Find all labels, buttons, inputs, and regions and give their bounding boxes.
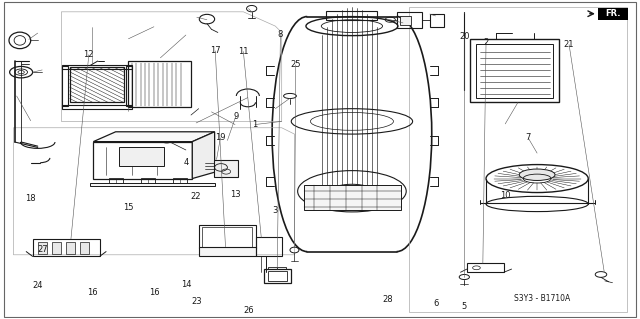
Text: 9: 9 <box>233 112 238 121</box>
Text: 15: 15 <box>123 203 134 212</box>
Text: 27: 27 <box>37 245 47 254</box>
Text: 1: 1 <box>252 120 257 129</box>
Bar <box>470 39 559 102</box>
Bar <box>598 8 628 20</box>
Bar <box>141 178 156 187</box>
Text: 5: 5 <box>461 302 467 311</box>
Text: 14: 14 <box>180 279 191 288</box>
Text: 17: 17 <box>210 46 221 56</box>
Bar <box>268 267 276 269</box>
Text: S3Y3 - B1710A: S3Y3 - B1710A <box>514 294 570 303</box>
Text: 12: 12 <box>84 50 94 59</box>
Bar <box>467 263 504 272</box>
Text: 11: 11 <box>238 47 248 56</box>
Bar <box>38 242 47 254</box>
Bar <box>80 242 89 254</box>
Text: 25: 25 <box>291 60 301 69</box>
Text: 6: 6 <box>433 299 438 308</box>
Text: 10: 10 <box>500 190 511 200</box>
Bar <box>202 226 252 247</box>
Bar <box>214 160 238 177</box>
Bar <box>400 16 412 25</box>
Bar <box>62 66 68 106</box>
Text: 13: 13 <box>230 190 241 199</box>
Bar <box>52 242 61 254</box>
Bar <box>264 269 291 283</box>
Bar <box>33 239 100 256</box>
Text: 21: 21 <box>564 40 574 49</box>
Bar <box>66 242 75 254</box>
Bar <box>476 44 553 98</box>
Text: 22: 22 <box>191 191 202 201</box>
Bar <box>119 147 164 166</box>
Text: 8: 8 <box>278 30 283 39</box>
Ellipse shape <box>519 169 555 181</box>
Bar <box>256 237 282 256</box>
Text: 26: 26 <box>243 306 254 315</box>
Bar <box>276 267 285 269</box>
Bar <box>70 67 124 102</box>
Bar <box>126 66 132 106</box>
Bar <box>268 271 287 281</box>
Bar <box>326 11 378 20</box>
Text: 3: 3 <box>273 206 278 215</box>
Bar <box>129 61 191 107</box>
Text: 16: 16 <box>148 288 159 297</box>
Text: 16: 16 <box>86 288 97 297</box>
Polygon shape <box>93 132 214 142</box>
Bar <box>198 247 256 256</box>
Polygon shape <box>192 132 214 179</box>
Bar <box>173 178 187 187</box>
Text: 23: 23 <box>191 297 202 306</box>
Text: 18: 18 <box>26 194 36 203</box>
Text: 2: 2 <box>483 38 489 47</box>
Text: 4: 4 <box>183 158 189 167</box>
Bar <box>109 178 124 187</box>
Text: FR.: FR. <box>605 9 621 18</box>
Text: 19: 19 <box>215 133 226 142</box>
Text: 7: 7 <box>525 133 531 142</box>
Bar <box>93 142 192 179</box>
Text: 28: 28 <box>382 295 393 304</box>
Bar <box>397 12 422 28</box>
Ellipse shape <box>326 184 378 204</box>
Bar <box>198 225 256 249</box>
Bar <box>430 14 444 27</box>
Bar <box>90 183 214 187</box>
Bar <box>304 185 401 210</box>
Text: 20: 20 <box>459 32 470 41</box>
Bar <box>62 105 132 109</box>
Bar <box>62 65 132 69</box>
Text: 24: 24 <box>33 281 43 290</box>
